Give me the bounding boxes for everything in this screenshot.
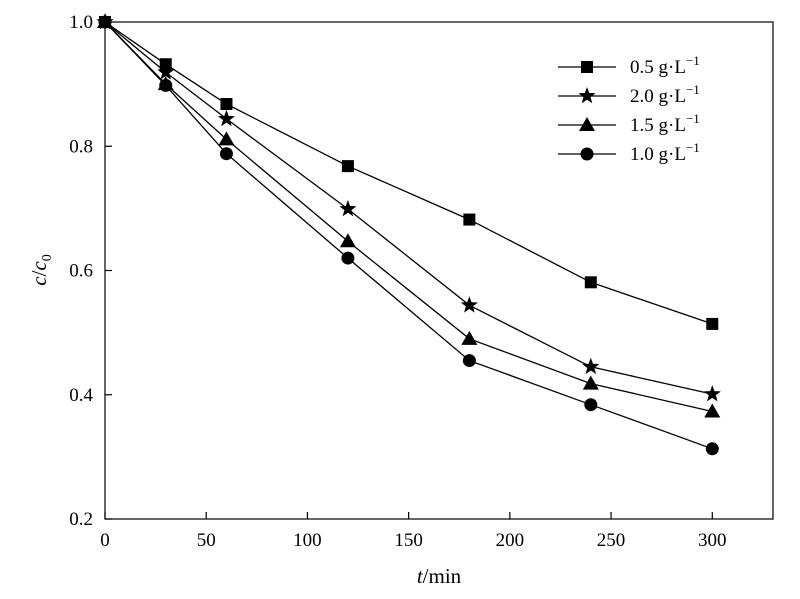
data-point xyxy=(462,354,476,368)
x-tick-label: 300 xyxy=(698,530,727,551)
data-point xyxy=(584,276,597,289)
x-tick-label: 0 xyxy=(100,530,110,551)
x-tick-label: 250 xyxy=(597,530,626,551)
legend-label: 1.0 g·L−1 xyxy=(630,140,700,165)
data-point xyxy=(463,213,476,226)
legend-marker xyxy=(581,61,593,73)
y-tick-label: 1.0 xyxy=(69,12,93,33)
x-tick-label: 100 xyxy=(293,530,322,551)
legend-entry: 1.5 g·L−1 xyxy=(558,111,700,136)
y-axis-ticks: 0.2 0.4 0.6 0.8 1.0 xyxy=(69,12,112,530)
data-point xyxy=(703,385,721,402)
data-point xyxy=(341,160,354,173)
series-line xyxy=(104,21,713,395)
data-point xyxy=(220,98,233,111)
data-point xyxy=(159,78,173,92)
series-line xyxy=(104,21,713,413)
data-point xyxy=(704,403,721,418)
legend-marker xyxy=(579,117,595,131)
data-point xyxy=(219,147,233,161)
data-point xyxy=(582,375,599,390)
legend: 0.5 g·L−1 2.0 g·L−1 1.5 g·L−1 1.0 g·L−1 xyxy=(558,53,700,165)
y-tick-label: 0.4 xyxy=(69,385,93,406)
x-axis-ticks: 0 50 100 150 200 250 300 xyxy=(100,512,727,551)
y-tick-label: 0.8 xyxy=(69,136,93,157)
data-point xyxy=(218,131,235,146)
data-point xyxy=(706,317,719,330)
legend-marker xyxy=(580,147,594,161)
data-point xyxy=(157,63,175,80)
legend-marker xyxy=(578,87,596,104)
data-point xyxy=(217,109,236,127)
series-group xyxy=(96,13,721,456)
legend-entry: 2.0 g·L−1 xyxy=(558,82,700,107)
x-tick-label: 50 xyxy=(197,530,216,551)
series-star xyxy=(96,13,721,402)
data-point xyxy=(705,442,719,456)
series-line xyxy=(104,21,713,450)
x-axis-title: t/min xyxy=(417,564,462,588)
series-line xyxy=(104,21,713,325)
series-square xyxy=(99,16,719,330)
y-tick-label: 0.2 xyxy=(69,509,93,530)
x-tick-label: 150 xyxy=(394,530,423,551)
y-tick-label: 0.6 xyxy=(69,261,93,282)
y-axis-title: c/c0 xyxy=(27,254,55,286)
data-point xyxy=(460,296,478,313)
legend-label: 0.5 g·L−1 xyxy=(630,53,700,78)
data-point xyxy=(584,398,598,412)
legend-label: 2.0 g·L−1 xyxy=(630,82,700,107)
data-point xyxy=(461,330,478,345)
data-point xyxy=(98,15,112,29)
series-circle xyxy=(98,15,719,456)
data-point xyxy=(339,200,357,217)
data-point xyxy=(341,251,355,265)
data-point xyxy=(582,357,600,375)
legend-entry: 0.5 g·L−1 xyxy=(558,53,700,78)
data-point xyxy=(339,233,356,248)
legend-label: 1.5 g·L−1 xyxy=(630,111,700,136)
x-tick-label: 200 xyxy=(496,530,525,551)
series-triangle xyxy=(97,14,721,418)
legend-entry: 1.0 g·L−1 xyxy=(558,140,700,165)
